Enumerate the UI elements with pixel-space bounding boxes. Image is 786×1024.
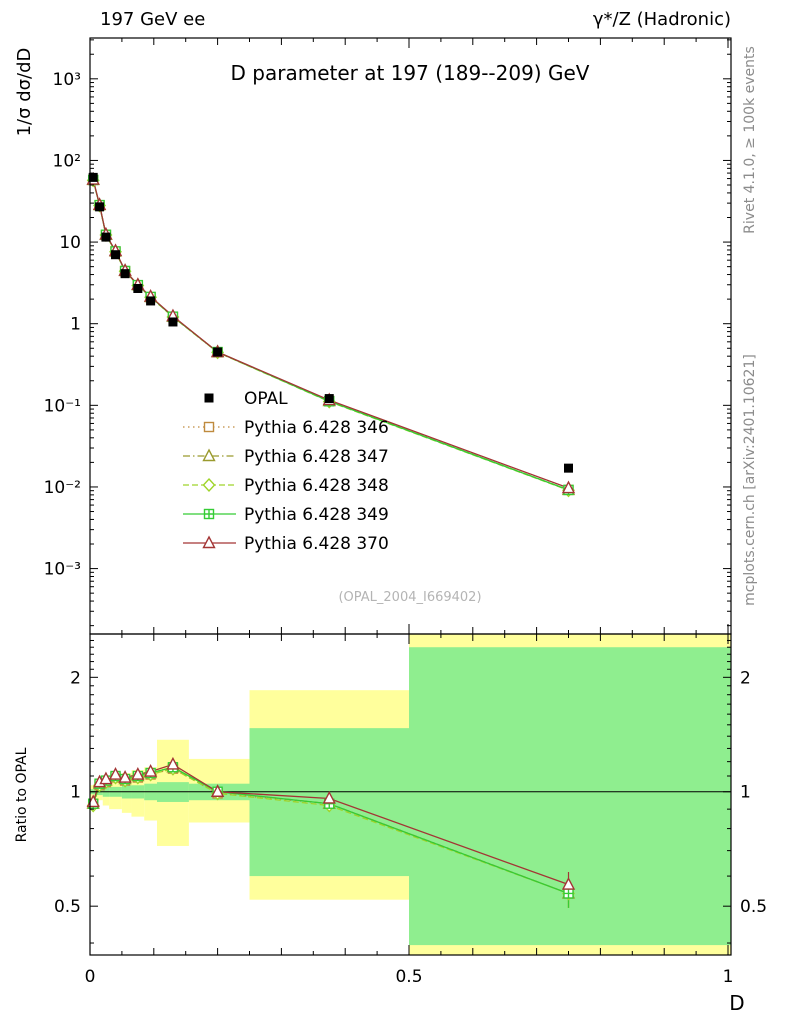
- svg-text:10: 10: [59, 233, 81, 253]
- header-right-process-label: γ*/Z (Hadronic): [593, 9, 731, 30]
- svg-text:10³: 10³: [53, 70, 81, 90]
- svg-text:10⁻³: 10⁻³: [44, 560, 81, 580]
- svg-text:1: 1: [70, 783, 81, 803]
- rivet-version-note: Rivet 4.1.0, ≥ 100k events: [742, 46, 758, 234]
- plot-title: D parameter at 197 (189--209) GeV: [231, 61, 590, 85]
- x-axis-label: D: [729, 991, 744, 1015]
- svg-text:OPAL: OPAL: [244, 389, 288, 409]
- svg-text:Pythia 6.428 348: Pythia 6.428 348: [244, 476, 389, 496]
- svg-text:1: 1: [70, 315, 81, 335]
- uncertainty-bands: [90, 634, 731, 955]
- axes-frame-and-ticks: 0 0.5 1 10³ 10² 10 1 10⁻¹ 10⁻² 10⁻³ 0.5 0.5 1 1 2 2: [44, 37, 767, 987]
- svg-text:0.5: 0.5: [54, 897, 81, 917]
- svg-text:2: 2: [740, 668, 751, 688]
- mcplots-arxiv-note: mcplots.cern.ch [arXiv:2401.10621]: [742, 354, 758, 606]
- svg-text:10²: 10²: [53, 151, 81, 171]
- header-left-beam-label: 197 GeV ee: [100, 9, 205, 30]
- svg-text:Pythia 6.428 346: Pythia 6.428 346: [244, 418, 389, 438]
- analysis-watermark: (OPAL_2004_I669402): [338, 590, 481, 605]
- svg-text:2: 2: [70, 668, 81, 688]
- svg-text:10⁻¹: 10⁻¹: [44, 396, 81, 416]
- svg-text:Pythia 6.428 347: Pythia 6.428 347: [244, 447, 389, 467]
- data-series: [86, 172, 576, 908]
- svg-text:10⁻²: 10⁻²: [44, 478, 81, 498]
- legend: OPAL Pythia 6.428 346 Pythia 6.428 347 Pyth…: [183, 389, 389, 554]
- svg-text:0.5: 0.5: [395, 967, 422, 987]
- svg-text:1: 1: [740, 783, 751, 803]
- svg-text:0.5: 0.5: [740, 897, 767, 917]
- svg-text:Pythia 6.428 349: Pythia 6.428 349: [244, 505, 389, 525]
- svg-text:Pythia 6.428 370: Pythia 6.428 370: [244, 534, 389, 554]
- y-axis-label-top: 1/σ dσ/dD: [14, 48, 35, 137]
- chart-graphics: OPAL Pythia 6.428 346 Pythia 6.428 347 Pyth…: [44, 37, 767, 987]
- svg-text:0: 0: [85, 967, 96, 987]
- svg-text:1: 1: [723, 967, 734, 987]
- y-axis-label-ratio: Ratio to OPAL: [14, 747, 30, 842]
